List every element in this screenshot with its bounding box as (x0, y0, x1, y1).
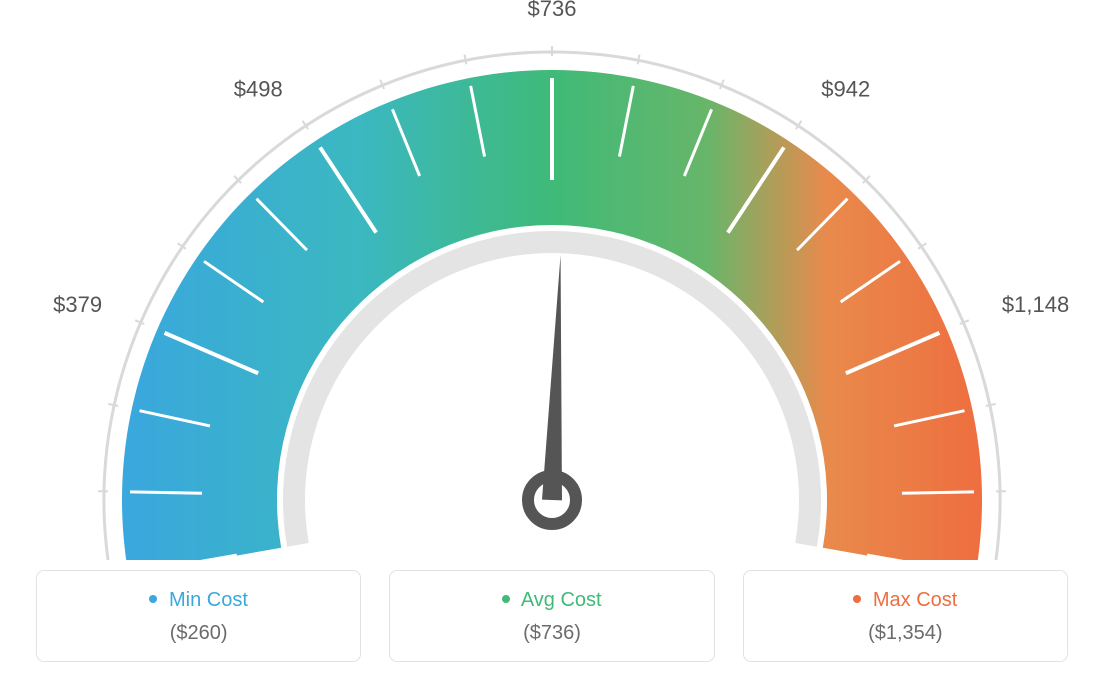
avg-cost-title: Avg Cost (400, 589, 703, 612)
svg-text:$498: $498 (234, 77, 283, 102)
svg-text:$1,148: $1,148 (1002, 292, 1069, 317)
max-cost-title: Max Cost (754, 589, 1057, 612)
min-cost-label: Min Cost (169, 589, 248, 611)
max-cost-value: ($1,354) (754, 622, 1057, 645)
max-cost-card: Max Cost ($1,354) (743, 570, 1068, 662)
min-cost-card: Min Cost ($260) (36, 570, 361, 662)
avg-cost-card: Avg Cost ($736) (389, 570, 714, 662)
dot-icon (502, 595, 510, 603)
legend-row: Min Cost ($260) Avg Cost ($736) Max Cost… (0, 560, 1104, 686)
avg-cost-label: Avg Cost (521, 589, 602, 611)
svg-text:$379: $379 (53, 292, 102, 317)
svg-text:$736: $736 (528, 0, 577, 21)
svg-text:$942: $942 (821, 77, 870, 102)
avg-cost-value: ($736) (400, 622, 703, 645)
dot-icon (149, 595, 157, 603)
dot-icon (853, 595, 861, 603)
min-cost-value: ($260) (47, 622, 350, 645)
max-cost-label: Max Cost (873, 589, 957, 611)
min-cost-title: Min Cost (47, 589, 350, 612)
cost-gauge-chart: $260$379$498$736$942$1,148$1,354 (0, 0, 1104, 560)
